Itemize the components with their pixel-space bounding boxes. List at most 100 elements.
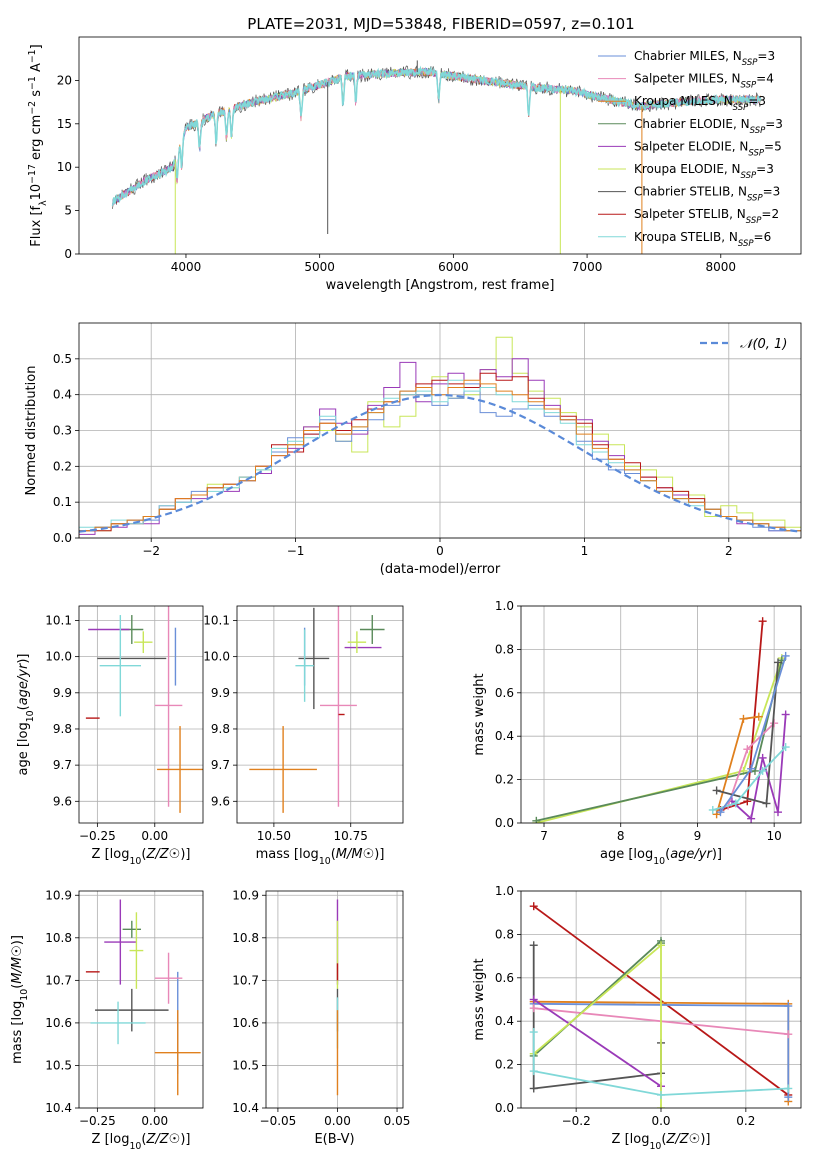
figure-title: PLATE=2031, MJD=53848, FIBERID=0597, z=0…: [247, 15, 634, 33]
panel-mass-vs-ebv: −0.05 0.00 0.05 10.4 10.5 10.6 10.7 10.8 10.9 E(B…: [232, 888, 410, 1147]
legend-entry: 𝒩(0, 1): [740, 337, 787, 352]
y-tick-label: 0.0: [495, 1101, 514, 1115]
panel-age-vs-Z: −0.25 0.00 9.6 9.7 9.8 9.9 10.0 10.1 Z [log10(Z/…: [16, 605, 204, 867]
y-tick-label: 15: [57, 117, 72, 131]
y-tick-label: 9.9: [53, 686, 72, 700]
weight-line: [532, 945, 662, 1090]
y-tick-label: 0.0: [53, 531, 72, 545]
x-tick-label: 2: [725, 544, 733, 558]
errorbar-point: [154, 952, 183, 1004]
weight-marker: [532, 816, 541, 823]
errorbar-point: [298, 607, 330, 710]
panel-residuals: −2 −1 0 1 2 0.0 0.1 0.2 0.3 0.4 0.5 (data-model)/er…: [24, 322, 802, 577]
axes-frame: [78, 36, 802, 255]
weight-marker: [708, 805, 717, 814]
y-tick-label: 10.8: [232, 931, 259, 945]
legend-entry: Salpeter STELIB, NSSP=2: [634, 207, 779, 226]
weight-marker: [743, 745, 752, 754]
weight_vs_age-plot-area: [532, 617, 790, 823]
x-tick-label: 7: [540, 829, 548, 843]
x-tick-label: −0.2: [562, 1114, 591, 1128]
y-tick-label: 0.6: [495, 686, 514, 700]
y-axis-label: mass [log10(M/M☉)]: [10, 935, 30, 1064]
y-tick-label: 10: [57, 160, 72, 174]
errorbar-point: [157, 726, 203, 813]
x-axis-label: Z [log10(Z/Z☉)]: [92, 847, 191, 867]
y-tick-label: 10.5: [45, 1058, 72, 1072]
weight-marker: [739, 714, 748, 723]
x-tick-label: 7000: [572, 260, 603, 274]
y-tick-label: 20: [57, 73, 72, 87]
y-tick-label: 0.2: [53, 459, 72, 473]
x-tick-label: −2: [142, 544, 160, 558]
errorbar-point: [104, 899, 137, 985]
y-tick-label: 0.4: [53, 388, 72, 402]
errorbar-point: [359, 615, 385, 644]
x-tick-label: 0: [436, 544, 444, 558]
x-tick-label: 0.2: [736, 1114, 755, 1128]
errorbar-point: [295, 629, 314, 702]
panel-mass-vs-Z: −0.25 0.00 10.4 10.5 10.6 10.7 10.8 10.9 Z [log1…: [10, 888, 204, 1152]
x-tick-label: 9: [694, 829, 702, 843]
x-axis-label: Z [log10(Z/Z☉)]: [612, 1132, 711, 1152]
x-tick-label: 0.00: [141, 829, 168, 843]
axes-frame: [265, 890, 404, 1109]
x-axis-label: mass [log10(M/M☉)]: [256, 847, 385, 867]
errorbar-point: [347, 631, 367, 654]
legend-entry: Kroupa ELODIE, NSSP=3: [634, 162, 774, 181]
x-tick-label: −1: [287, 544, 305, 558]
weight-line: [533, 998, 662, 1088]
legend-entry: Chabrier STELIB, NSSP=3: [634, 185, 780, 204]
x-tick-label: 8000: [706, 260, 737, 274]
weight-marker: [657, 1104, 665, 1108]
weight-marker: [773, 808, 782, 817]
y-tick-label: 10.7: [45, 973, 72, 987]
x-tick-label: 10.75: [334, 829, 368, 843]
panel-weight-vs-Z: −0.2 0.0 0.2 0.0 0.2 0.4 0.6 0.8 1.0 Z [log10(Z/Z…: [472, 884, 802, 1152]
y-tick-label: 0.2: [495, 1058, 514, 1072]
y-tick-label: 0.1: [53, 495, 72, 509]
age_vs_Z-plot-area: [85, 606, 203, 813]
errorbar-point: [320, 606, 357, 807]
errorbar-point: [249, 726, 317, 813]
axes-frame: [236, 605, 404, 824]
weight_vs_Z-plot-area: [529, 902, 793, 1108]
x-tick-label: 4000: [171, 260, 202, 274]
residual-legend: 𝒩(0, 1): [700, 337, 787, 352]
weight-marker: [781, 651, 790, 660]
weight-marker: [529, 1067, 538, 1076]
y-axis-label: mass weight: [472, 958, 487, 1040]
y-tick-label: 10.1: [203, 613, 230, 627]
errorbar-point: [154, 606, 183, 807]
weight-marker: [754, 712, 763, 721]
weight-marker: [781, 710, 790, 719]
errorbar-point: [122, 920, 141, 938]
weight-marker: [784, 1093, 793, 1102]
age_vs_mass-plot-area: [249, 606, 385, 813]
weight-marker: [784, 1084, 793, 1093]
legend-entry: Kroupa STELIB, NSSP=6: [634, 230, 771, 249]
weight-marker: [657, 941, 665, 950]
weight-line: [536, 660, 783, 822]
mass_vs_Z-plot-area: [85, 899, 201, 1096]
x-tick-label: 6000: [438, 260, 469, 274]
weight-marker: [529, 902, 538, 911]
y-tick-label: 0: [64, 247, 72, 261]
y-axis-label: mass weight: [472, 673, 487, 755]
y-tick-label: 9.7: [211, 758, 230, 772]
weight-marker: [784, 1002, 793, 1011]
spectrum-legend: Chabrier MILES, NSSP=3 Salpeter MILES, NS…: [598, 49, 783, 249]
x-tick-label: 0.05: [384, 1114, 411, 1128]
x-tick-label: 10: [767, 829, 782, 843]
y-tick-label: 0.3: [53, 424, 72, 438]
axes-frame: [78, 890, 204, 1109]
weight-marker: [529, 1004, 538, 1013]
errorbar-point: [90, 1001, 146, 1045]
y-tick-label: 0.0: [495, 816, 514, 830]
weight-marker: [781, 743, 790, 752]
legend-entry: Salpeter ELODIE, NSSP=5: [634, 139, 782, 158]
y-tick-label: 1.0: [495, 599, 514, 613]
y-tick-label: 1.0: [495, 884, 514, 898]
x-tick-label: 0.0: [651, 1114, 670, 1128]
y-tick-label: 0.4: [495, 729, 514, 743]
